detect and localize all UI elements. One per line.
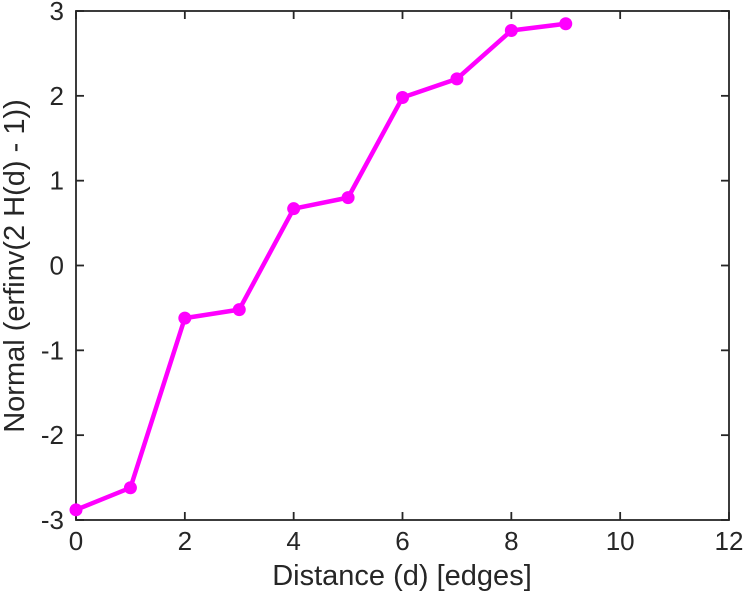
axes-box [75, 10, 730, 521]
x-tick-label: 6 [395, 526, 409, 556]
y-axis-label: Normal (erfinv(2 H(d) - 1)) [0, 99, 31, 433]
y-tick-label: 1 [50, 166, 64, 196]
data-line [73, 21, 568, 513]
data-point [341, 191, 355, 205]
y-tick-label: 2 [50, 81, 64, 111]
y-tick-label: -1 [41, 335, 64, 365]
y-tick-label: -3 [41, 505, 64, 535]
x-tick-label: 10 [606, 526, 635, 556]
x-tick-label: 12 [715, 526, 744, 556]
data-point [559, 17, 573, 31]
data-point [123, 481, 137, 495]
x-tick-label: 4 [286, 526, 300, 556]
x-tick-label: 2 [178, 526, 192, 556]
y-tick-label: -2 [41, 420, 64, 450]
data-point [287, 202, 301, 216]
data-point [396, 91, 409, 105]
x-tick-label: 8 [504, 526, 518, 556]
plot-background [76, 11, 729, 520]
x-tick-label: 0 [69, 526, 83, 556]
y-tick-label: 0 [50, 251, 64, 281]
x-axis-label: Distance (d) [edges] [272, 560, 532, 592]
y-tick-label: 3 [50, 0, 64, 26]
data-point [69, 503, 83, 517]
data-point [232, 303, 246, 317]
data-point [178, 311, 192, 325]
data-point [450, 72, 464, 86]
data-point [504, 24, 518, 38]
